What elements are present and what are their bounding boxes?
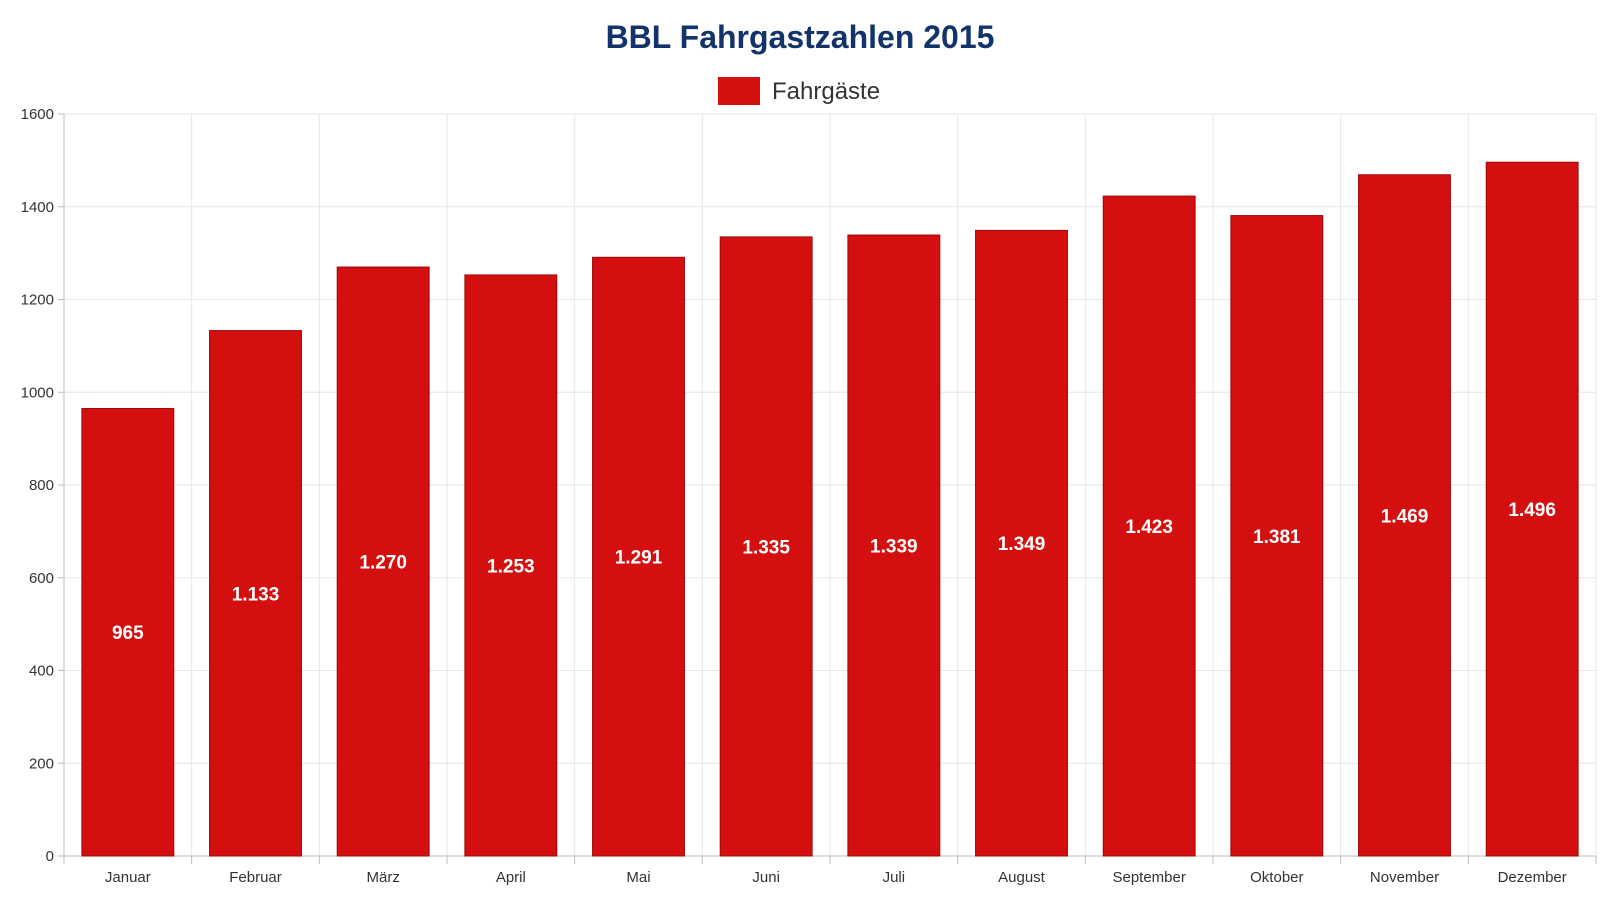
x-tick-label: Oktober [1250, 869, 1303, 886]
bar-value-label: 1.381 [1253, 527, 1301, 548]
x-tick-label: Juni [752, 869, 780, 886]
bar-märz[interactable] [336, 266, 430, 857]
y-tick-label: 1400 [21, 199, 54, 216]
legend-swatch [718, 77, 760, 105]
y-tick-label: 800 [29, 477, 54, 494]
bar-labels: 965 1.133 1.270 1.253 1.291 1.335 1.339 1.349 1.… [112, 500, 1556, 644]
bar-dezember[interactable] [1485, 161, 1579, 857]
x-tick-label: August [998, 869, 1046, 886]
bar-value-label: 1.253 [487, 556, 535, 577]
gridlines [63, 113, 1597, 857]
bar-september[interactable] [1102, 195, 1196, 857]
tick-labels: 0 200 400 600 800 1000 1200 1400 1600 Januar Febru… [21, 106, 1567, 886]
chart-title: BBL Fahrgastzahlen 2015 [606, 19, 995, 55]
bar-mai[interactable] [592, 256, 685, 857]
bars [81, 161, 1579, 857]
bar-value-label: 1.133 [232, 584, 280, 605]
bar-value-label: 965 [112, 623, 144, 644]
bar-value-label: 1.349 [998, 534, 1046, 555]
legend[interactable]: Fahrgäste [718, 77, 880, 105]
y-tick-label: 400 [29, 663, 54, 680]
x-tick-label: Februar [229, 869, 282, 886]
bar-august[interactable] [975, 229, 1068, 857]
legend-label: Fahrgäste [772, 78, 880, 105]
x-tick-label: Januar [105, 869, 151, 886]
y-tick-label: 0 [46, 848, 54, 865]
x-tick-label: September [1112, 869, 1185, 886]
y-tick-label: 600 [29, 570, 54, 587]
y-tick-label: 1200 [21, 292, 54, 309]
x-tick-label: März [366, 869, 399, 886]
bar-januar[interactable] [81, 407, 175, 857]
x-tick-label: Juli [883, 869, 906, 886]
bar-juli[interactable] [847, 234, 941, 857]
bar-november[interactable] [1358, 174, 1451, 857]
bar-value-label: 1.469 [1381, 506, 1429, 527]
x-tick-label: April [496, 869, 526, 886]
bar-value-label: 1.423 [1125, 517, 1173, 538]
bar-value-label: 1.270 [359, 553, 407, 574]
y-tick-label: 1600 [21, 106, 54, 123]
bar-value-label: 1.339 [870, 537, 918, 558]
y-tick-label: 200 [29, 755, 54, 772]
bar-oktober[interactable] [1230, 215, 1324, 857]
bar-value-label: 1.496 [1508, 500, 1556, 521]
x-tick-label: Mai [626, 869, 650, 886]
bar-juni[interactable] [719, 236, 813, 857]
bar-value-label: 1.335 [742, 537, 790, 558]
bar-value-label: 1.291 [615, 548, 663, 569]
bar-februar[interactable] [209, 330, 302, 857]
axes [58, 113, 1597, 864]
x-tick-label: Dezember [1498, 869, 1567, 886]
y-tick-label: 1000 [21, 384, 54, 401]
x-tick-label: November [1370, 869, 1439, 886]
bar-april[interactable] [464, 274, 558, 857]
